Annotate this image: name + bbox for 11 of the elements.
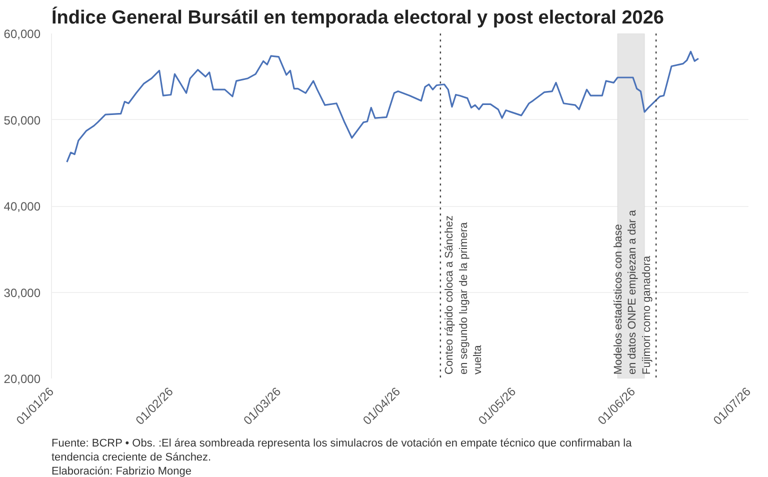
source-note: Fuente: BCRP • Obs. :El área sombreada representa los simulacros de votación en empate técnico que confirmaban la tendencia creciente de Sánchez.	[52, 438, 633, 464]
line-series	[66, 50, 700, 163]
ref-line-label: Conteo rápido coloca a Sánchez en segundo lugar de la primera vuelta	[443, 216, 484, 374]
y-tick-label: 20,000	[4, 372, 41, 386]
ref-line-label: Modelos estadísticos con base en datos ONPE empiezan a dar a Fujimori como ganadora	[612, 209, 654, 374]
y-tick-label: 60,000	[4, 27, 41, 41]
y-tick-label: 40,000	[4, 200, 41, 214]
y-tick-label: 50,000	[4, 113, 41, 128]
y-tick-label: 30,000	[4, 286, 41, 300]
chart-title: Índice General Bursátil en temporada electoral y post electoral 2026	[52, 6, 664, 28]
text: Elaboración: Fabrizio Monge	[52, 466, 192, 477]
